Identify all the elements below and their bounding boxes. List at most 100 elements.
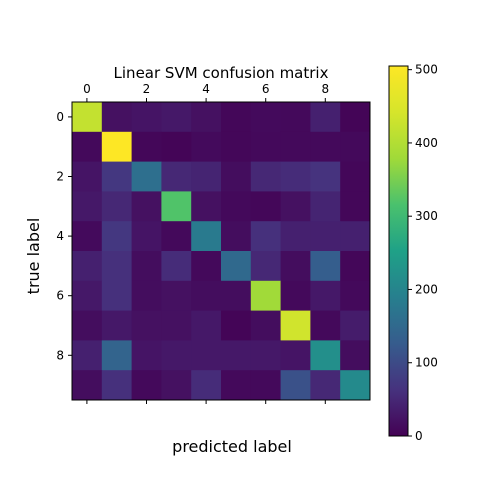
colorbar-tick-label: 500 — [415, 63, 438, 77]
heatmap-cell-5-1 — [101, 251, 132, 282]
heatmap-cell-3-8 — [310, 191, 341, 222]
heatmap-cell-4-4 — [191, 221, 222, 252]
heatmap-cell-2-8 — [310, 161, 341, 192]
heatmap-cell-1-8 — [310, 131, 341, 162]
heatmap-cell-7-5 — [221, 310, 252, 341]
heatmap-cell-6-9 — [340, 280, 371, 311]
heatmap-cell-5-6 — [250, 251, 281, 282]
heatmap-cell-5-5 — [221, 251, 252, 282]
heatmap-cell-7-3 — [161, 310, 192, 341]
heatmap-cell-5-9 — [340, 251, 371, 282]
x-tick-label: 2 — [143, 82, 151, 96]
heatmap-cell-9-3 — [161, 370, 192, 401]
heatmap-cell-4-9 — [340, 221, 371, 252]
heatmap-cell-9-9 — [340, 370, 371, 401]
heatmap-cell-7-7 — [280, 310, 311, 341]
heatmap-cell-6-6 — [250, 280, 281, 311]
heatmap-cell-8-3 — [161, 340, 192, 371]
heatmap-cell-6-0 — [72, 280, 103, 311]
heatmap-cell-5-4 — [191, 251, 222, 282]
heatmap-cell-0-6 — [250, 102, 281, 133]
heatmap-cell-8-9 — [340, 340, 371, 371]
heatmap-cell-7-8 — [310, 310, 341, 341]
heatmap-cell-1-2 — [131, 131, 162, 162]
heatmap-cell-7-1 — [101, 310, 132, 341]
heatmap-cell-9-8 — [310, 370, 341, 401]
y-tick-label: 0 — [56, 110, 64, 124]
heatmap-cell-9-2 — [131, 370, 162, 401]
heatmap-cell-3-6 — [250, 191, 281, 222]
colorbar — [388, 65, 409, 437]
x-tick-label: 0 — [83, 82, 91, 96]
heatmap-cell-2-6 — [250, 161, 281, 192]
heatmap-cell-4-2 — [131, 221, 162, 252]
colorbar-tick-label: 100 — [415, 356, 438, 370]
heatmap-cell-6-7 — [280, 280, 311, 311]
heatmap-cell-0-0 — [72, 102, 103, 133]
heatmap-frame — [71, 101, 371, 401]
y-tick-label: 4 — [56, 229, 64, 243]
heatmap-cell-8-6 — [250, 340, 281, 371]
heatmap-cell-7-2 — [131, 310, 162, 341]
heatmap-cell-1-1 — [101, 131, 132, 162]
heatmap-cell-8-1 — [101, 340, 132, 371]
colorbar-tick-label: 200 — [415, 282, 438, 296]
heatmap-cell-8-5 — [221, 340, 252, 371]
heatmap-cell-3-1 — [101, 191, 132, 222]
heatmap-cell-5-8 — [310, 251, 341, 282]
heatmap-cell-0-2 — [131, 102, 162, 133]
heatmap-cell-4-7 — [280, 221, 311, 252]
heatmap-cell-0-1 — [101, 102, 132, 133]
heatmap-cell-4-6 — [250, 221, 281, 252]
heatmap-cell-7-4 — [191, 310, 222, 341]
heatmap-cell-4-8 — [310, 221, 341, 252]
heatmap-cell-8-2 — [131, 340, 162, 371]
y-tick-label: 2 — [56, 170, 64, 184]
heatmap-cell-0-7 — [280, 102, 311, 133]
heatmap-cell-4-3 — [161, 221, 192, 252]
heatmap-cell-8-7 — [280, 340, 311, 371]
heatmap-cell-0-3 — [161, 102, 192, 133]
heatmap-cell-3-9 — [340, 191, 371, 222]
heatmap-cell-6-8 — [310, 280, 341, 311]
heatmap-cell-0-9 — [340, 102, 371, 133]
heatmap-cell-2-3 — [161, 161, 192, 192]
heatmap-cell-7-9 — [340, 310, 371, 341]
heatmap-cell-3-0 — [72, 191, 103, 222]
x-tick-label: 8 — [321, 82, 329, 96]
heatmap-cell-9-0 — [72, 370, 103, 401]
heatmap-cell-9-7 — [280, 370, 311, 401]
colorbar-tick-label: 0 — [415, 429, 423, 443]
heatmap-cell-2-5 — [221, 161, 252, 192]
heatmap-cell-4-0 — [72, 221, 103, 252]
x-tick-label: 4 — [202, 82, 210, 96]
y-axis-ticks: 0 2 4 6 8 — [56, 110, 72, 362]
heatmap-cell-3-5 — [221, 191, 252, 222]
heatmap-cell-3-7 — [280, 191, 311, 222]
heatmap-cell-6-5 — [221, 280, 252, 311]
colorbar-tick-label: 400 — [415, 136, 438, 150]
heatmap-cell-7-6 — [250, 310, 281, 341]
x-axis-label: predicted label — [172, 437, 292, 456]
heatmap-cell-7-0 — [72, 310, 103, 341]
heatmap-cell-1-0 — [72, 131, 103, 162]
heatmap-cell-2-0 — [72, 161, 103, 192]
heatmap-cell-1-9 — [340, 131, 371, 162]
heatmap-cell-6-4 — [191, 280, 222, 311]
heatmap-cell-1-3 — [161, 131, 192, 162]
heatmap-cell-2-1 — [101, 161, 132, 192]
heatmap-cell-0-8 — [310, 102, 341, 133]
heatmap-cell-8-4 — [191, 340, 222, 371]
heatmap-cell-1-7 — [280, 131, 311, 162]
colorbar-tick-label: 300 — [415, 209, 438, 223]
heatmap-cell-6-2 — [131, 280, 162, 311]
heatmap-cells — [72, 102, 371, 401]
y-tick-label: 8 — [56, 348, 64, 362]
heatmap-cell-2-7 — [280, 161, 311, 192]
heatmap-cell-8-0 — [72, 340, 103, 371]
heatmap-cell-9-4 — [191, 370, 222, 401]
chart-title: Linear SVM confusion matrix — [114, 64, 329, 82]
heatmap-cell-9-5 — [221, 370, 252, 401]
heatmap-cell-5-3 — [161, 251, 192, 282]
